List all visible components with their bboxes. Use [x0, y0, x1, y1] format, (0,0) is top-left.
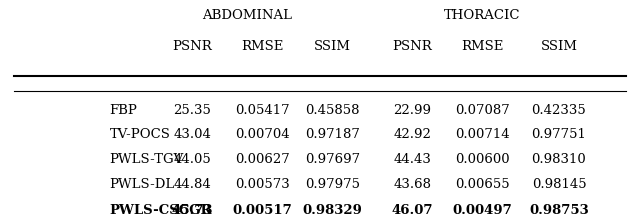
Text: 0.42335: 0.42335 — [532, 104, 586, 117]
Text: 0.98145: 0.98145 — [532, 178, 586, 191]
Text: 0.97187: 0.97187 — [305, 128, 360, 141]
Text: 0.00517: 0.00517 — [233, 204, 292, 217]
Text: RMSE: RMSE — [241, 40, 284, 53]
Text: 0.00627: 0.00627 — [236, 153, 290, 166]
Text: 0.00655: 0.00655 — [455, 178, 510, 191]
Text: 46.07: 46.07 — [392, 204, 433, 217]
Text: FBP: FBP — [109, 104, 138, 117]
Text: PWLS-TGV: PWLS-TGV — [109, 153, 184, 166]
Text: 0.00600: 0.00600 — [455, 153, 510, 166]
Text: 0.45858: 0.45858 — [305, 104, 360, 117]
Text: 25.35: 25.35 — [173, 104, 211, 117]
Text: 44.05: 44.05 — [173, 153, 211, 166]
Text: 0.00573: 0.00573 — [236, 178, 290, 191]
Text: 44.43: 44.43 — [394, 153, 431, 166]
Text: 22.99: 22.99 — [394, 104, 431, 117]
Text: 0.05417: 0.05417 — [236, 104, 290, 117]
Text: 0.98329: 0.98329 — [303, 204, 363, 217]
Text: 0.97975: 0.97975 — [305, 178, 360, 191]
Text: ABDOMINAL: ABDOMINAL — [202, 9, 292, 22]
Text: 0.98753: 0.98753 — [529, 204, 589, 217]
Text: PWLS-DL: PWLS-DL — [109, 178, 175, 191]
Text: PWLS-CSCGR: PWLS-CSCGR — [109, 204, 212, 217]
Text: RMSE: RMSE — [461, 40, 504, 53]
Text: 0.00497: 0.00497 — [452, 204, 513, 217]
Text: 45.73: 45.73 — [172, 204, 213, 217]
Text: 42.92: 42.92 — [394, 128, 431, 141]
Text: 0.00714: 0.00714 — [455, 128, 510, 141]
Text: SSIM: SSIM — [540, 40, 577, 53]
Text: SSIM: SSIM — [314, 40, 351, 53]
Text: 0.97751: 0.97751 — [532, 128, 586, 141]
Text: 0.07087: 0.07087 — [455, 104, 510, 117]
Text: 0.98310: 0.98310 — [532, 153, 586, 166]
Text: TV-POCS: TV-POCS — [109, 128, 171, 141]
Text: 0.00704: 0.00704 — [236, 128, 290, 141]
Text: PSNR: PSNR — [392, 40, 432, 53]
Text: THORACIC: THORACIC — [444, 9, 521, 22]
Text: 0.97697: 0.97697 — [305, 153, 360, 166]
Text: PSNR: PSNR — [173, 40, 212, 53]
Text: 44.84: 44.84 — [173, 178, 211, 191]
Text: 43.68: 43.68 — [394, 178, 431, 191]
Text: 43.04: 43.04 — [173, 128, 211, 141]
